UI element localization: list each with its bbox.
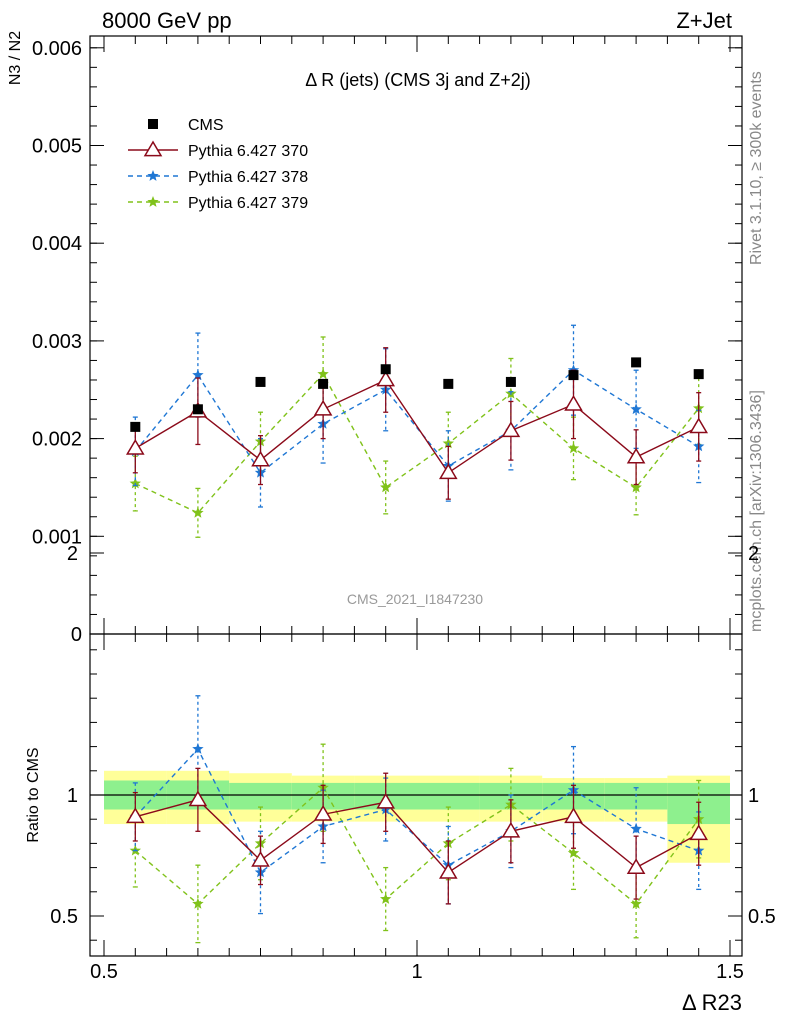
ratio-point-pythia-6-427-378: [192, 743, 204, 754]
main-point-pythia-6-427-370: [501, 421, 521, 438]
main-point-pythia-6-427-370: [564, 394, 583, 411]
y-tick-label: 0: [71, 624, 82, 646]
ratio-point-pythia-6-427-370: [251, 850, 270, 867]
main-point-pythia-6-427-370: [313, 399, 333, 416]
legend-label-pythia-6-427-379: Pythia 6.427 379: [188, 195, 308, 212]
ratio-point-pythia-6-427-370: [564, 807, 583, 824]
legend-marker-pythia-6-427-378: [147, 170, 159, 181]
ratio-tick-label: 2: [67, 543, 78, 565]
main-point-cms: [255, 376, 266, 387]
x-axis-label: Δ R23: [682, 990, 742, 1015]
ratio-point-pythia-6-427-370: [438, 862, 458, 879]
ratio-point-pythia-6-427-370: [188, 790, 208, 807]
main-series-pythia-6-427-378: [129, 324, 705, 508]
main-point-cms: [130, 421, 141, 432]
ratio-point-pythia-6-427-379: [630, 897, 642, 909]
main-point-pythia-6-427-379: [192, 506, 204, 518]
ratio-tick-label-right: 0.5: [748, 906, 776, 928]
ratio-tick-label: 0.5: [50, 906, 78, 928]
ratio-tick-label-right: 1: [748, 785, 759, 807]
main-series-pythia-6-427-379: [129, 336, 705, 538]
ratio-point-pythia-6-427-370: [376, 792, 396, 809]
header-right-label: Z+Jet: [676, 8, 732, 33]
ratio-point-pythia-6-427-370: [125, 807, 145, 824]
main-point-pythia-6-427-379: [630, 481, 642, 493]
ratio-point-pythia-6-427-379: [567, 847, 580, 858]
main-point-pythia-6-427-378: [192, 369, 204, 380]
ratio-tick-label-right: 2: [748, 543, 759, 565]
main-line-pythia-6-427-378: [134, 369, 700, 474]
main-series-cms: [130, 357, 704, 432]
ratio-point-pythia-6-427-379: [192, 897, 204, 909]
ratio-point-pythia-6-427-370: [626, 858, 646, 874]
legend-entry-cms: CMS: [148, 117, 224, 134]
ratio-point-pythia-6-427-370: [501, 821, 521, 838]
y-tick-label: 0.001: [32, 526, 82, 548]
main-point-pythia-6-427-370: [626, 447, 646, 464]
main-point-pythia-6-427-370: [125, 438, 145, 455]
ratio-band-green: [417, 782, 480, 810]
main-point-cms: [505, 376, 516, 387]
watermark-label: CMS_2021_I1847230: [347, 591, 483, 607]
main-point-pythia-6-427-370: [438, 463, 458, 480]
legend-marker-pythia-6-427-370: [143, 140, 163, 157]
main-point-cms: [568, 370, 579, 381]
ratio-band-green: [229, 782, 292, 810]
main-point-pythia-6-427-379: [317, 368, 329, 379]
y-axis-ratio-label: Ratio to CMS: [25, 747, 42, 842]
main-point-cms: [192, 404, 203, 415]
y-tick-label: 0.005: [32, 136, 82, 158]
main-point-cms: [693, 369, 704, 380]
legend-entry-pythia-6-427-378: Pythia 6.427 378: [128, 169, 308, 186]
main-point-pythia-6-427-370: [251, 450, 270, 467]
ratio-point-pythia-6-427-370: [689, 824, 709, 841]
main-point-pythia-6-427-379: [380, 481, 392, 493]
legend-entry-pythia-6-427-370: Pythia 6.427 370: [128, 140, 308, 160]
main-point-cms: [631, 357, 642, 368]
main-line-pythia-6-427-370: [134, 379, 700, 474]
ratio-point-pythia-6-427-378: [630, 822, 642, 834]
main-point-cms: [318, 378, 329, 389]
ratio-point-pythia-6-427-370: [313, 804, 333, 821]
x-tick-label: 1.5: [716, 961, 744, 983]
ratio-point-pythia-6-427-379: [380, 893, 392, 904]
legend-marker-pythia-6-427-379: [147, 196, 159, 207]
y-axis-main-label: N3 / N2: [7, 31, 24, 85]
main-point-pythia-6-427-370: [376, 370, 396, 387]
main-point-cms: [380, 364, 391, 375]
x-tick-label: 1: [411, 961, 422, 983]
x-tick-label: 0.5: [90, 961, 118, 983]
legend-entry-pythia-6-427-379: Pythia 6.427 379: [128, 195, 308, 212]
legend-marker-cms: [148, 119, 158, 129]
main-point-cms: [443, 378, 454, 389]
legend-label-pythia-6-427-370: Pythia 6.427 370: [188, 143, 308, 160]
ratio-tick-label: 1: [67, 785, 78, 807]
main-point-pythia-6-427-378: [630, 403, 642, 415]
y-tick-label: 0.003: [32, 331, 82, 353]
chart-title: Δ R (jets) (CMS 3j and Z+2j): [305, 70, 531, 90]
rivet-side-label: Rivet 3.1.10, ≥ 300k events: [748, 71, 765, 265]
main-point-pythia-6-427-379: [567, 442, 580, 454]
y-tick-label: 0.002: [32, 429, 82, 451]
main-point-pythia-6-427-379: [129, 477, 141, 489]
ratio-line-pythia-6-427-379: [134, 786, 700, 905]
main-point-pythia-6-427-370: [689, 417, 709, 434]
y-tick-label: 0.004: [32, 233, 82, 255]
legend-label-cms: CMS: [188, 117, 224, 134]
header-left-label: 8000 GeV pp: [102, 8, 232, 33]
main-line-pythia-6-427-379: [135, 372, 700, 514]
mcplots-side-label: mcplots.cern.ch [arXiv:1306.3436]: [748, 390, 765, 632]
ratio-line-pythia-6-427-370: [135, 799, 700, 874]
ratio-series-pythia-6-427-370: [125, 767, 709, 905]
y-tick-label: 0.006: [32, 38, 82, 60]
legend-label-pythia-6-427-378: Pythia 6.427 378: [188, 169, 308, 186]
